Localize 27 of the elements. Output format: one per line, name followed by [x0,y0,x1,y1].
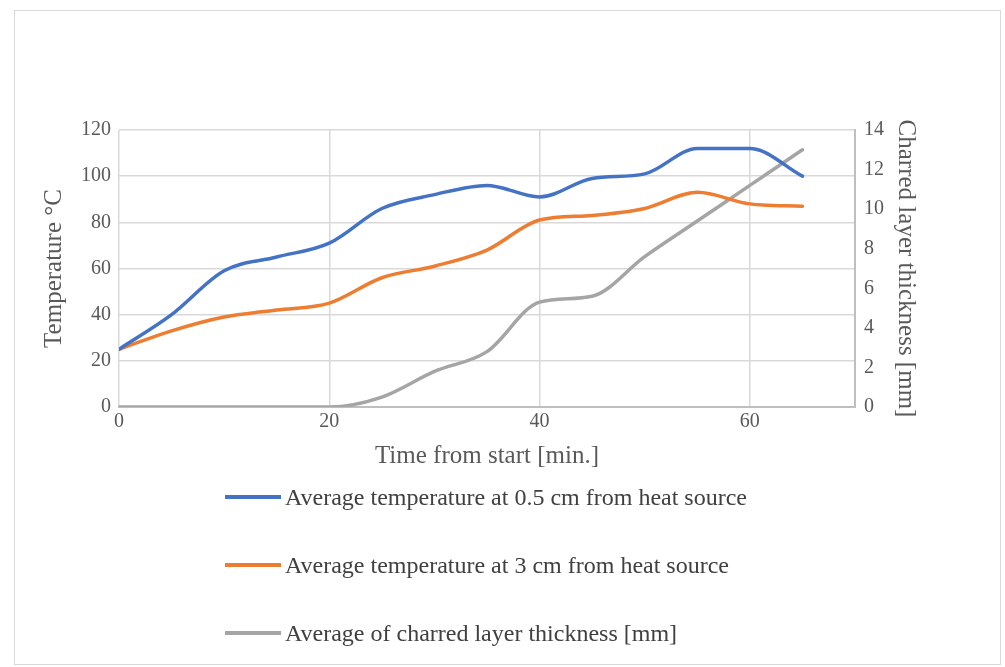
y2-tick-label: 14 [864,117,884,140]
y2-tick-label: 0 [864,394,874,417]
x-axis-title: Time from start [min.] [374,440,600,468]
y2-tick-label: 8 [864,235,874,258]
x-tick-label: 20 [319,409,340,432]
legend-label: Average of charred layer thickness [mm] [285,619,678,647]
y2-tick-label: 4 [864,315,874,338]
y-tick-label: 20 [91,348,111,371]
y-tick-label: 120 [81,117,111,140]
line-series [119,190,805,352]
y2-tick-label: 12 [864,156,884,179]
x-tick-label: 40 [529,409,550,432]
legend-label: Average temperature at 3 cm from heat source [285,551,729,579]
line-series [119,146,805,352]
line-series [119,148,805,407]
y-axis-title: Temperature °C [38,189,66,348]
legend-label: Average temperature at 0.5 cm from heat source [285,483,747,511]
x-tick-label: 60 [739,409,760,432]
y-tick-label: 100 [81,163,111,186]
y-tick-label: 40 [91,301,111,324]
y2-axis-title: Charred layer thickness [mm] [894,119,922,418]
y2-tick-label: 10 [864,196,884,219]
y-tick-label: 0 [101,394,111,417]
y2-tick-label: 2 [864,354,874,377]
y-tick-label: 80 [91,209,111,232]
y2-tick-label: 6 [864,275,874,298]
y-tick-label: 60 [91,255,111,278]
